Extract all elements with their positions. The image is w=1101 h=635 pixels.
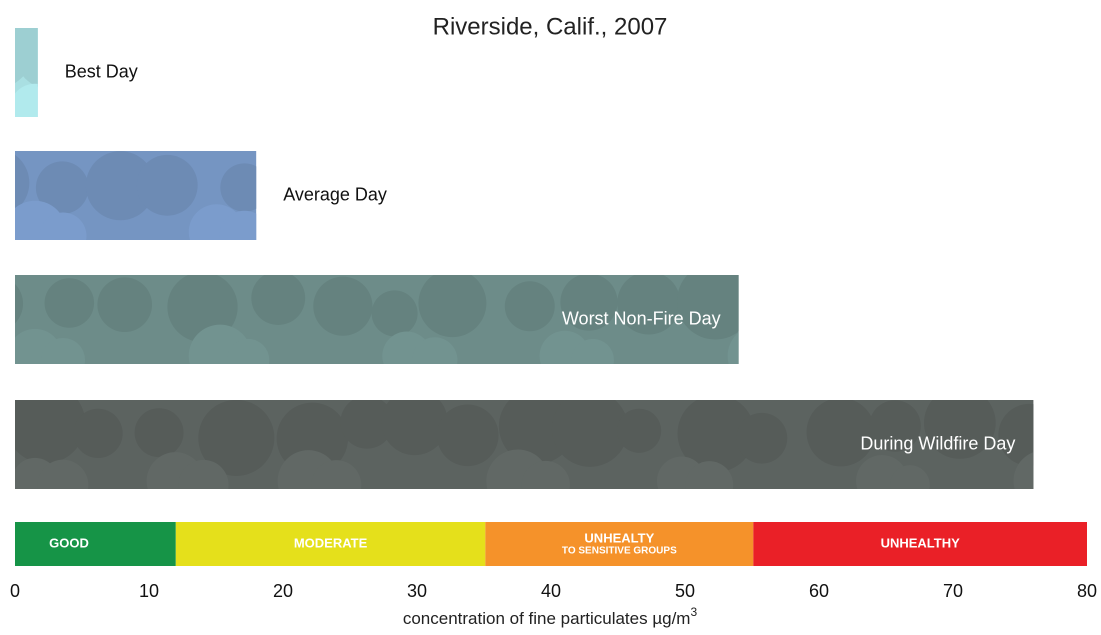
cloud [571, 338, 614, 364]
cloud [923, 400, 996, 459]
cloud [998, 403, 1034, 466]
aqi-band [485, 522, 754, 566]
aqi-band [15, 522, 176, 566]
cloud-group [15, 151, 257, 240]
cloud-group [15, 28, 87, 137]
x-tick-label: 20 [273, 581, 293, 601]
aqi-band [753, 522, 1087, 566]
cloud [37, 459, 89, 489]
cloud [39, 89, 87, 137]
x-tick-label: 60 [809, 581, 829, 601]
bar-label: Average Day [283, 184, 387, 204]
cloud [97, 277, 153, 333]
cloud [617, 408, 662, 453]
cloud [134, 408, 184, 458]
bar-label: During Wildfire Day [860, 433, 1015, 453]
cloud [743, 279, 810, 346]
aqi-band-label: TO SENSITIVE GROUPS [562, 546, 677, 557]
cloud [436, 404, 499, 467]
cloud [768, 341, 806, 379]
cloud [220, 163, 257, 212]
x-tick-label: 30 [407, 581, 427, 601]
cloud [890, 465, 930, 489]
x-tick-label: 0 [10, 581, 20, 601]
cloud [136, 154, 198, 216]
chart-title: Riverside, Calif., 2007 [433, 13, 668, 40]
cloud [15, 154, 30, 211]
cloud [39, 212, 87, 240]
cloud [219, 210, 257, 240]
cloud-group [15, 275, 810, 379]
x-tick-label: 10 [139, 581, 159, 601]
cloud [371, 290, 418, 337]
x-tick-label: 80 [1077, 581, 1097, 601]
cloud-group [15, 400, 1095, 508]
x-axis-label-text: concentration of fine particulates µg/m [403, 609, 691, 628]
cloud [677, 400, 755, 473]
x-tick-label: 40 [541, 581, 561, 601]
cloud [85, 151, 155, 221]
aqi-band-label: UNHEALTY [584, 530, 654, 545]
cloud [521, 460, 570, 489]
cloud [418, 275, 487, 338]
cloud [251, 275, 306, 325]
cloud [198, 400, 275, 476]
cloud [226, 338, 270, 364]
cloud [412, 337, 458, 364]
cloud [311, 460, 362, 489]
aqi-band [175, 522, 486, 566]
cloud [551, 400, 629, 467]
x-axis-label-superscript: 3 [690, 605, 697, 619]
cloud [44, 278, 95, 328]
cloud [313, 276, 373, 336]
cloud [15, 400, 86, 464]
cloud [35, 161, 89, 215]
cloud [806, 400, 875, 467]
cloud [178, 459, 229, 489]
cloud [15, 284, 24, 324]
cloud [617, 275, 681, 335]
cloud [381, 400, 448, 456]
bar-label: Worst Non-Fire Day [562, 308, 721, 328]
cloud [685, 461, 734, 489]
cloud [1050, 463, 1095, 508]
cloud [676, 275, 739, 340]
cloud [40, 337, 86, 364]
cloud [869, 400, 921, 452]
cloud [73, 408, 123, 458]
cloud [15, 28, 38, 87]
bar-label: Best Day [65, 61, 138, 81]
cloud [560, 275, 618, 331]
cloud [340, 400, 394, 449]
x-axis-label: concentration of fine particulates µg/m3 [403, 605, 698, 628]
aqi-band-label: GOOD [49, 535, 89, 550]
cloud [736, 412, 788, 464]
x-tick-label: 70 [943, 581, 963, 601]
cloud [727, 332, 739, 364]
cloud [15, 83, 38, 117]
cloud [504, 281, 555, 332]
aqi-band-label: UNHEALTHY [881, 535, 961, 550]
aqi-band-label: MODERATE [294, 535, 368, 550]
cloud [1013, 452, 1034, 489]
x-tick-label: 50 [675, 581, 695, 601]
